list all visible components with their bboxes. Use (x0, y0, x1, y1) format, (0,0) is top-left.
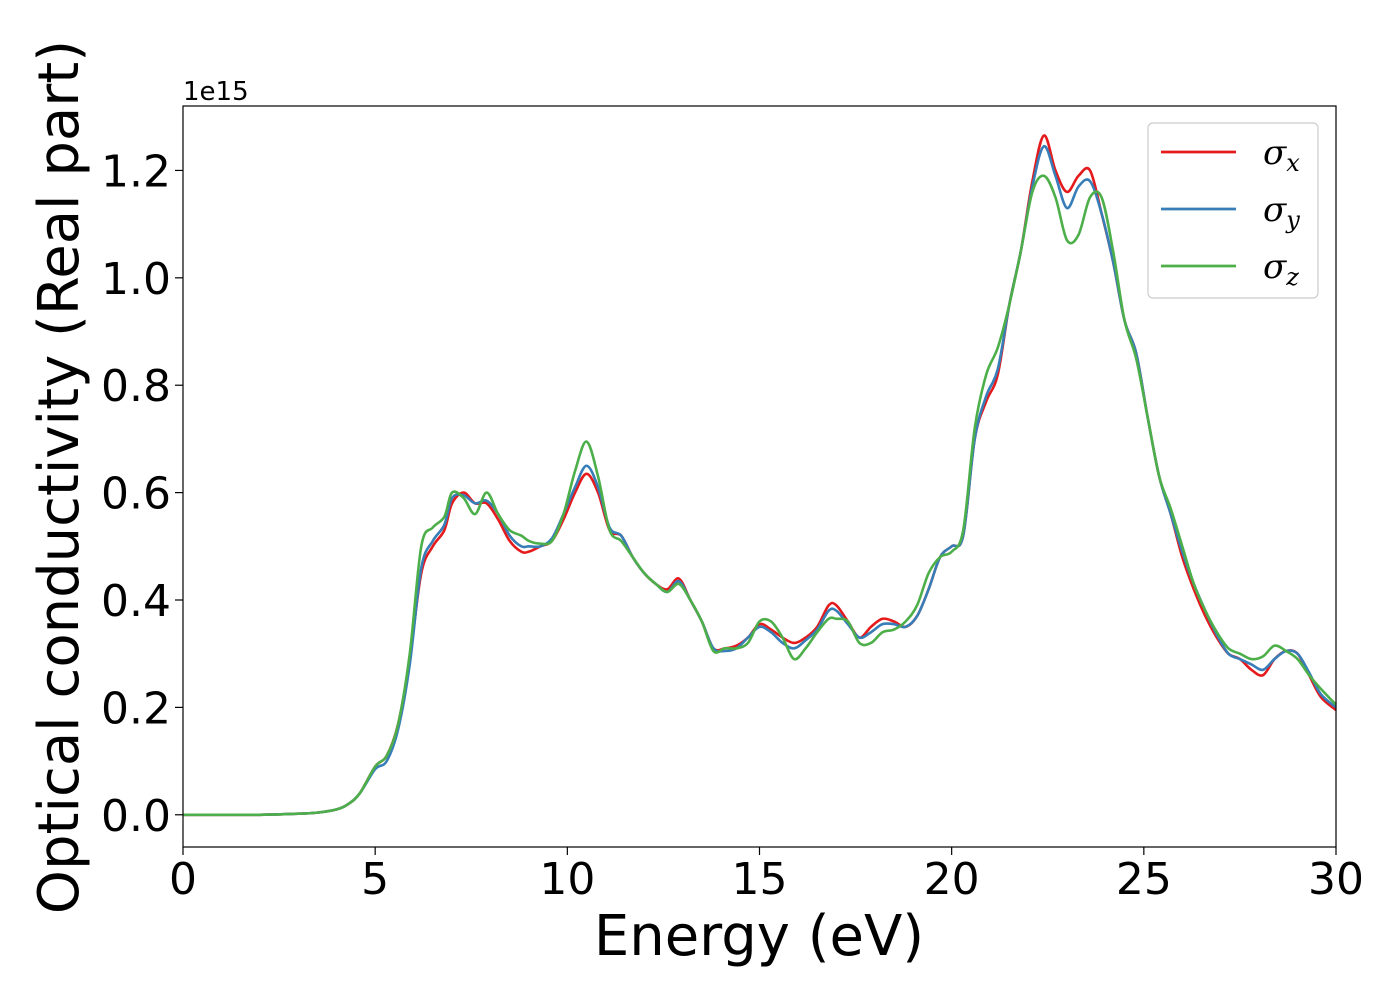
y-tick-label: 1.0 (101, 254, 171, 305)
plot-area (182, 105, 1337, 848)
legend-symbol: σ (1263, 190, 1287, 230)
y-tick-label: 1.2 (101, 146, 171, 197)
x-tick-label: 20 (924, 854, 980, 905)
x-tick-label: 5 (361, 854, 389, 905)
legend-subscript: x (1286, 149, 1300, 177)
y-axis-ticks: 0.0 0.2 0.4 0.6 0.8 1.0 1.2 (101, 146, 183, 842)
y-axis-label: Optical conductivity (Real part) (27, 40, 92, 914)
legend-subscript: y (1285, 206, 1300, 234)
legend-label-y: σy (1263, 190, 1300, 234)
legend-subscript: z (1285, 263, 1299, 291)
legend-label-z: σz (1263, 247, 1299, 291)
x-tick-label: 15 (732, 854, 788, 905)
y-tick-label: 0.6 (101, 469, 171, 520)
series-line-z (183, 174, 1337, 817)
legend-symbol: σ (1263, 247, 1287, 287)
legend-frame (1147, 122, 1319, 299)
y-tick-label: 0.2 (101, 683, 171, 734)
legend-label-x: σx (1263, 133, 1300, 177)
x-axis-label: Energy (eV) (594, 904, 924, 969)
x-tick-label: 25 (1116, 854, 1172, 905)
x-tick-label: 10 (539, 854, 595, 905)
series-lines (183, 134, 1337, 817)
y-tick-label: 0.0 (101, 791, 171, 842)
x-tick-label: 0 (169, 854, 197, 905)
y-offset-text: 1e15 (183, 77, 249, 107)
legend-symbol: σ (1263, 133, 1287, 173)
y-tick-label: 0.8 (101, 361, 171, 412)
x-axis-ticks: 0 5 10 15 20 25 30 (169, 847, 1364, 905)
y-tick-label: 0.4 (101, 576, 171, 627)
x-tick-label: 30 (1308, 854, 1364, 905)
